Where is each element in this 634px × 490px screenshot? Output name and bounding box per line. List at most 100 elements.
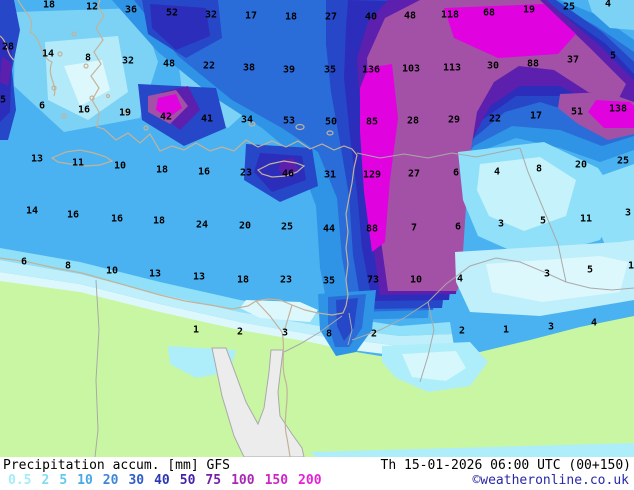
grid-value: 20 [239,221,251,232]
grid-value: 40 [365,12,377,23]
grid-value: 41 [201,114,213,125]
grid-value: 48 [163,59,175,70]
grid-value: 18 [43,0,55,11]
grid-value: 18 [237,275,249,286]
grid-value: 44 [323,224,335,235]
grid-value: 16 [111,214,123,225]
legend-scale: 0.5 2 5 10 20 30 40 50 75 100 150 200 [8,473,322,488]
grid-value: 22 [203,61,215,72]
grid-value: 35 [323,276,335,287]
country-borders [94,147,634,457]
grid-value: 4 [605,0,611,10]
map-title: Precipitation accum. [mm] GFS [3,458,230,473]
grid-value: 8 [65,261,71,272]
grid-value: 12 [86,2,98,13]
grid-value: 1 [193,325,199,336]
grid-value: 7 [411,223,417,234]
grid-value: 31 [324,170,336,181]
grid-value: 14 [42,49,54,60]
grid-value: 5 [610,51,616,62]
grid-value: 18 [153,216,165,227]
grid-value: 10 [114,161,126,172]
grid-value: 3 [625,208,631,219]
grid-value: 19 [523,5,535,16]
grid-value: 39 [283,65,295,76]
legend-value: 30 [128,473,145,488]
grid-value: 5 [0,95,6,106]
grid-value: 5 [587,265,593,276]
grid-value: 10 [410,275,422,286]
grid-value: 4 [494,167,500,178]
status-bar: Precipitation accum. [mm] GFS Th 15-01-2… [0,457,634,490]
grid-value: 25 [281,222,293,233]
grid-value: 73 [367,275,379,286]
grid-value: 129 [363,170,381,181]
grid-value: 2 [459,326,465,337]
grid-value: 25 [617,156,629,167]
grid-value: 30 [487,61,499,72]
grid-value: 3 [498,219,504,230]
legend-value: 150 [264,473,289,488]
grid-value: 1 [503,325,509,336]
grid-value: 113 [443,63,461,74]
grid-value: 20 [575,160,587,171]
grid-value: 22 [489,114,501,125]
grid-value: 52 [166,8,178,19]
grid-value: 6 [455,222,461,233]
grid-value: 6 [453,168,459,179]
grid-value: 118 [441,10,459,21]
grid-value: 24 [196,220,208,231]
grid-value: 5 [540,216,546,227]
legend-value: 100 [231,473,255,488]
grid-value: 17 [245,11,257,22]
grid-value: 138 [609,104,627,115]
grid-value: 13 [31,154,43,165]
grid-value: 4 [457,274,463,285]
legend-value: 50 [179,473,196,488]
grid-value: 38 [243,63,255,74]
legend-value: 40 [154,473,170,488]
grid-value: 18 [156,165,168,176]
grid-value: 3 [282,328,288,339]
grid-value: 29 [448,115,460,126]
grid-value: 4 [591,318,597,329]
grid-value: 10 [106,266,118,277]
grid-value: 46 [282,169,294,180]
grid-value: 28 [407,116,419,127]
legend-value: 10 [77,473,93,488]
grid-value: 16 [67,210,79,221]
legend-value: 75 [205,473,222,488]
grid-value: 32 [205,10,217,21]
grid-value: 27 [408,169,420,180]
grid-value: 28 [2,42,14,53]
grid-value: 88 [527,59,539,70]
grid-value: 34 [241,115,253,126]
precipitation-map: 18 12 36 52 32 17 18 27 40 48 118 68 19 25 4 28 14 8 32 48 2… [0,0,634,457]
grid-value: 17 [530,111,542,122]
legend-value: 20 [102,473,119,488]
grid-value: 85 [366,117,378,128]
grid-value: 8 [85,53,91,64]
grid-value: 11 [580,214,592,225]
grid-value: 50 [325,117,337,128]
grid-value: 14 [26,206,38,217]
grid-value: 53 [283,116,295,127]
grid-value: 2 [371,329,377,340]
grid-value: 42 [160,112,172,123]
grid-value: 3 [548,322,554,333]
grid-value: 103 [402,64,420,75]
grid-value: 8 [326,329,332,340]
grid-value: 3 [544,269,550,280]
grid-value: 16 [78,105,90,116]
legend-value: 200 [298,473,322,488]
grid-value: 37 [567,55,579,66]
grid-value: 11 [72,158,84,169]
grid-value: 2 [237,327,243,338]
grid-value: 35 [324,65,336,76]
legend-value: 5 [59,473,68,488]
grid-value: 68 [483,8,495,19]
grid-value: 18 [285,12,297,23]
grid-value: 13 [193,272,205,283]
grid-value: 16 [198,167,210,178]
